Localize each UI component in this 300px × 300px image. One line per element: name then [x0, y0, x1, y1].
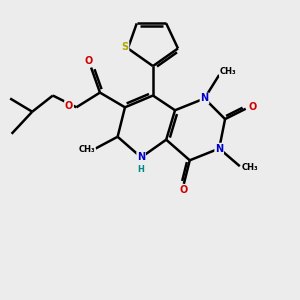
Text: N: N [215, 143, 223, 154]
Text: O: O [65, 101, 73, 111]
Text: CH₃: CH₃ [242, 163, 258, 172]
Text: CH₃: CH₃ [220, 68, 236, 76]
Text: O: O [248, 102, 256, 112]
Text: N: N [137, 152, 145, 162]
Text: N: N [200, 94, 208, 103]
Text: S: S [122, 42, 128, 52]
Text: O: O [84, 56, 92, 66]
Text: O: O [180, 185, 188, 195]
Text: CH₃: CH₃ [78, 146, 95, 154]
Text: H: H [138, 165, 145, 174]
